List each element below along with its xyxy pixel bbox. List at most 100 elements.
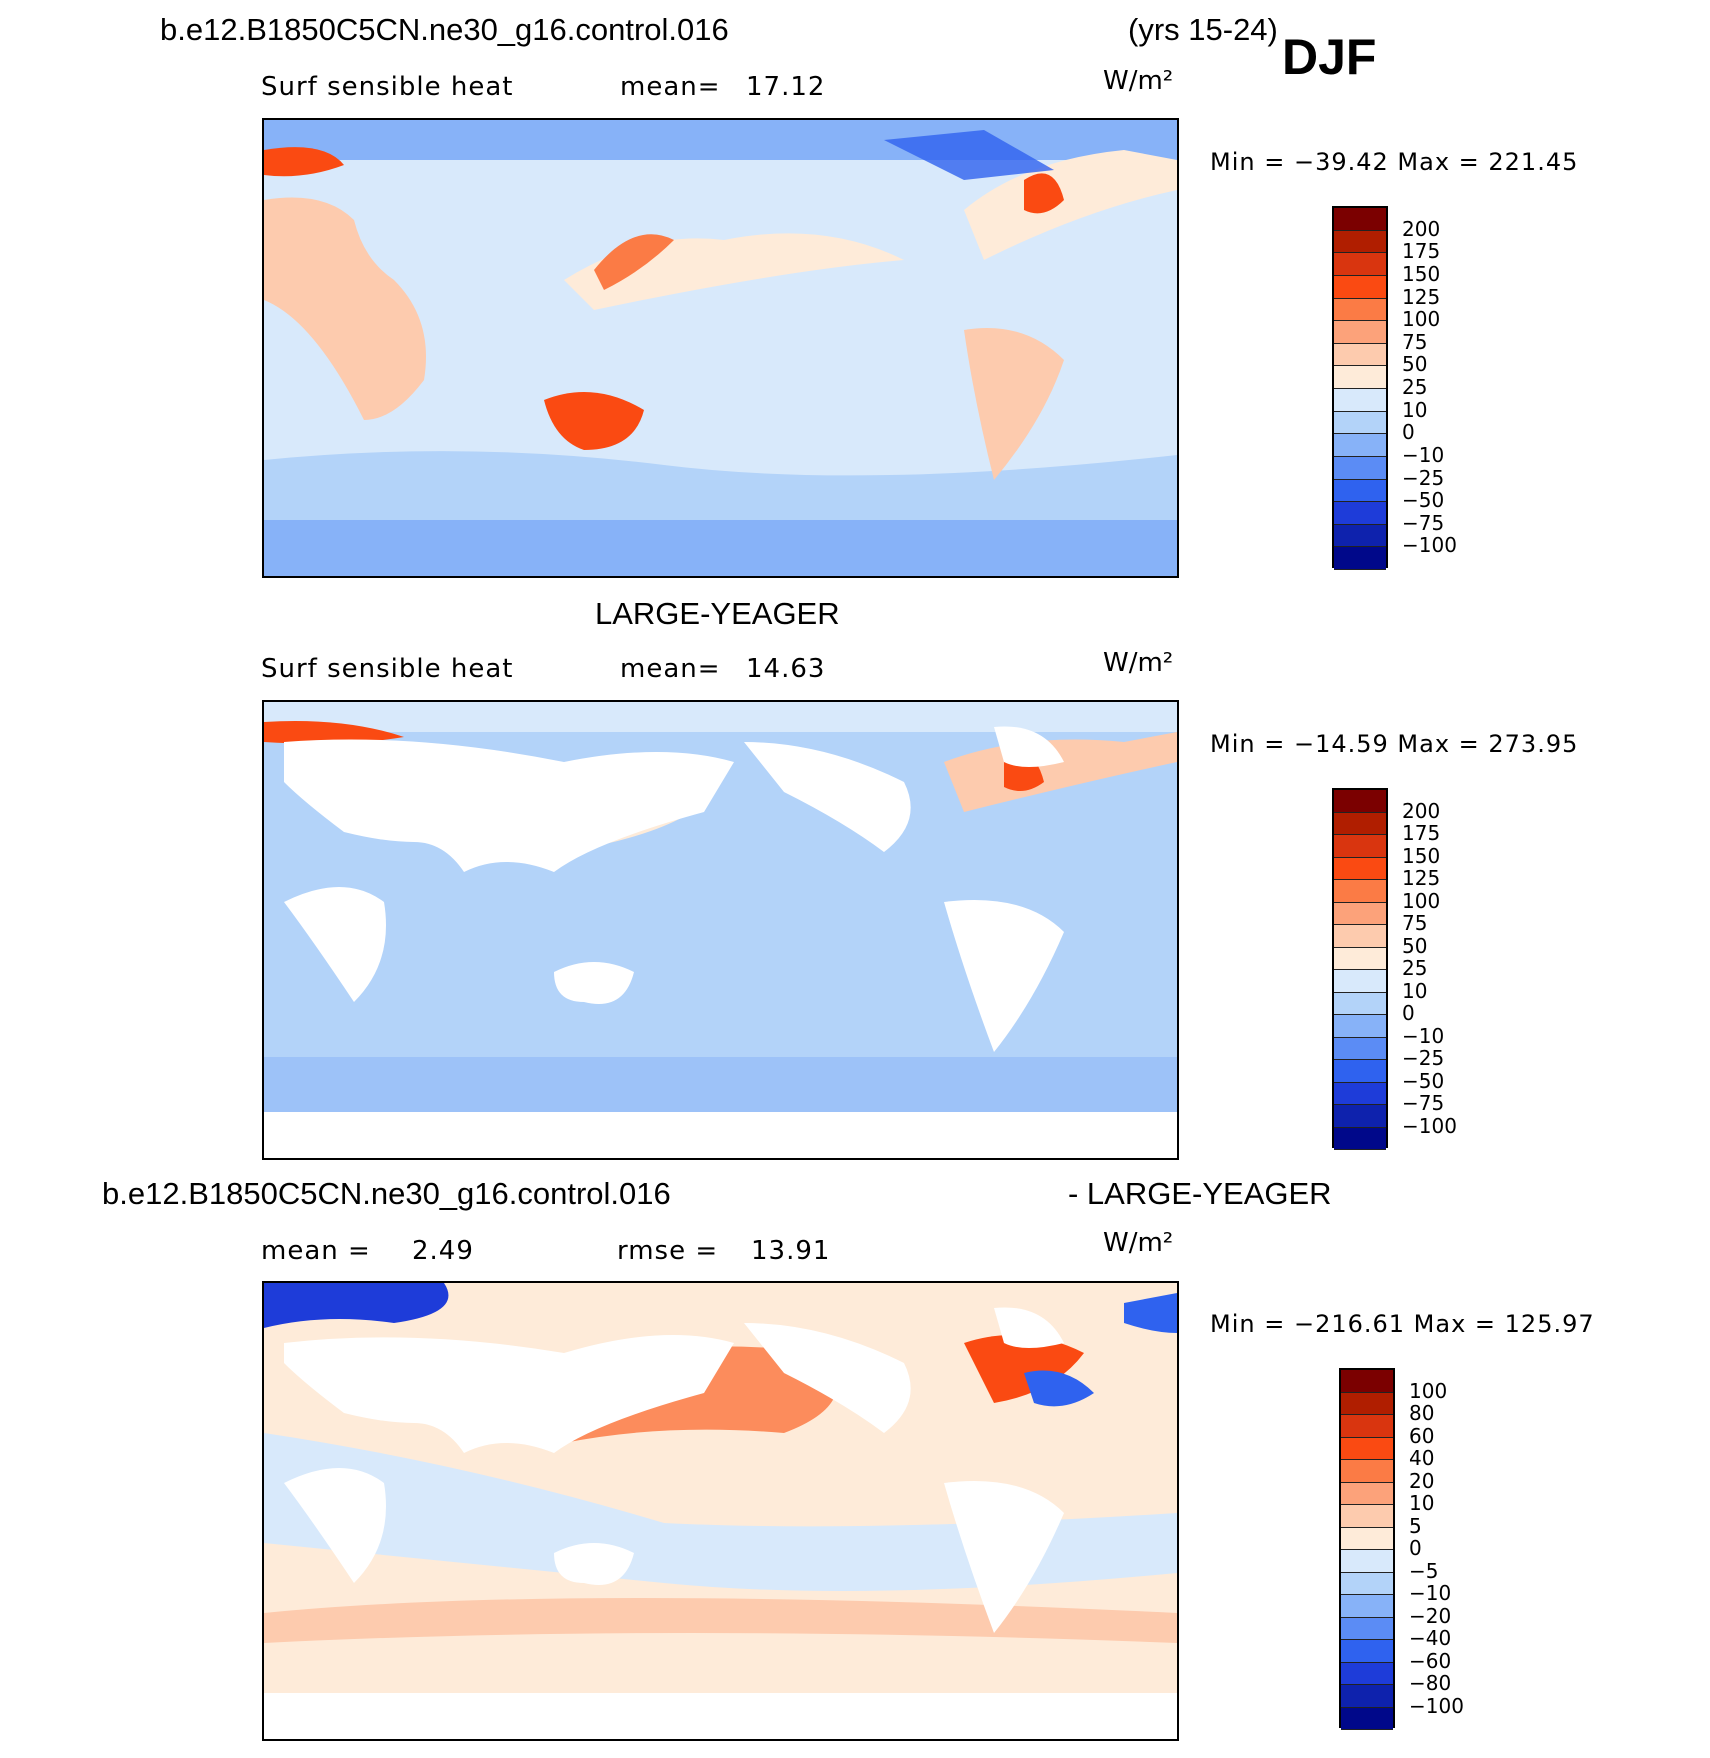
units-top: W/m² [1103,66,1174,96]
colorbar-swatch [1341,1415,1393,1438]
colorbar-swatch [1334,479,1386,503]
colorbar-swatch [1341,1572,1393,1595]
colorbar-label: 175 [1402,821,1441,845]
colorbar-swatch [1341,1505,1393,1528]
years-label: (yrs 15-24) [1128,12,1278,47]
colorbar-swatch [1334,1037,1386,1060]
units-mid: W/m² [1103,648,1174,678]
colorbar-label: 5 [1409,1513,1422,1538]
colorbar-label: 150 [1402,261,1441,286]
colorbar-top [1332,206,1388,570]
colorbar-label: 50 [1402,352,1428,377]
colorbar-swatch [1334,547,1386,570]
colorbar-label: −100 [1402,533,1457,558]
colorbar-swatch [1341,1550,1393,1573]
colorbar-swatch [1334,1015,1386,1038]
colorbar-swatch [1334,925,1386,948]
colorbar-swatch [1334,411,1386,435]
colorbar-swatch [1334,1127,1386,1150]
colorbar-swatch [1334,321,1386,344]
colorbar-swatch [1334,253,1386,276]
colorbar-swatch [1341,1460,1393,1483]
colorbar-swatch [1334,992,1386,1015]
mean-label-bottom: mean = [261,1236,371,1266]
colorbar-swatch [1334,857,1386,880]
colorbar-label: −80 [1409,1671,1452,1695]
colorbar-label: 0 [1402,420,1415,445]
diff-label: - LARGE-YEAGER [1068,1176,1332,1211]
colorbar-swatch [1334,970,1386,993]
mean-value-top: 17.12 [746,72,826,102]
colorbar-label: −75 [1402,510,1445,535]
colorbar-label: −100 [1402,1113,1457,1138]
colorbar-swatch [1341,1595,1393,1618]
obs-title: LARGE-YEAGER [595,596,840,631]
colorbar-bottom [1339,1368,1395,1730]
colorbar-swatch [1334,1060,1386,1083]
colorbar-label: 175 [1402,239,1441,264]
colorbar-label: 75 [1402,911,1428,935]
case-title-bottom: b.e12.B1850C5CN.ne30_g16.control.016 [102,1176,671,1211]
mean-value-mid: 14.63 [746,654,826,684]
colorbar-label: −50 [1402,1068,1445,1093]
colorbar-swatch [1334,1082,1386,1105]
colorbar-swatch [1334,790,1386,813]
colorbar-label: 75 [1402,329,1428,354]
season-label: DJF [1282,29,1377,85]
colorbar-swatch [1334,812,1386,835]
min-max-mid: Min = −14.59 Max = 273.95 [1210,730,1579,758]
colorbar-label: 10 [1402,397,1428,422]
colorbar-label: −75 [1402,1091,1445,1115]
colorbar-label: −10 [1409,1581,1452,1605]
colorbar-swatch [1341,1640,1393,1663]
colorbar-swatch [1341,1482,1393,1505]
rmse-value: 13.91 [751,1236,831,1266]
colorbar-swatch [1341,1370,1393,1393]
colorbar-swatch [1341,1437,1393,1460]
colorbar-swatch [1334,208,1386,231]
map-bottom [262,1281,1179,1741]
colorbar-swatch [1334,456,1386,480]
colorbar-swatch [1334,389,1386,412]
variable-label-mid: Surf sensible heat [261,654,514,684]
colorbar-label: 10 [1409,1491,1435,1515]
colorbar-label: −10 [1402,442,1445,467]
colorbar-label: −10 [1402,1023,1445,1048]
colorbar-label: 0 [1409,1536,1422,1560]
colorbar-swatch [1334,835,1386,858]
colorbar-middle [1332,788,1388,1150]
colorbar-swatch [1334,343,1386,367]
mean-label-mid: mean= [620,654,721,684]
colorbar-swatch [1334,434,1386,457]
colorbar-label: 50 [1402,933,1428,958]
colorbar-label: 10 [1402,978,1428,1003]
colorbar-label: 100 [1402,888,1441,913]
colorbar-label: 200 [1402,798,1441,823]
colorbar-swatch [1334,902,1386,925]
colorbar-swatch [1334,502,1386,525]
colorbar-swatch [1334,230,1386,254]
colorbar-label: −25 [1402,1046,1445,1070]
colorbar-label: −50 [1402,488,1445,513]
colorbar-swatch [1341,1617,1393,1640]
colorbar-label: 20 [1409,1468,1435,1493]
colorbar-label: 125 [1402,866,1441,890]
colorbar-label: −60 [1409,1648,1452,1673]
colorbar-swatch [1334,880,1386,903]
colorbar-label: 100 [1409,1378,1448,1403]
colorbar-label: −5 [1409,1558,1439,1583]
colorbar-label: 40 [1409,1446,1435,1470]
colorbar-label: 125 [1402,284,1441,309]
colorbar-swatch [1334,1105,1386,1128]
mean-label-top: mean= [620,72,721,102]
colorbar-swatch [1334,947,1386,970]
colorbar-swatch [1341,1662,1393,1685]
colorbar-swatch [1334,275,1386,299]
colorbar-label: −100 [1409,1693,1464,1718]
variable-label-top: Surf sensible heat [261,72,514,102]
min-max-bottom: Min = −216.61 Max = 125.97 [1210,1310,1595,1338]
units-bottom: W/m² [1103,1228,1174,1258]
colorbar-swatch [1341,1392,1393,1415]
colorbar-swatch [1334,366,1386,389]
colorbar-swatch [1341,1685,1393,1708]
